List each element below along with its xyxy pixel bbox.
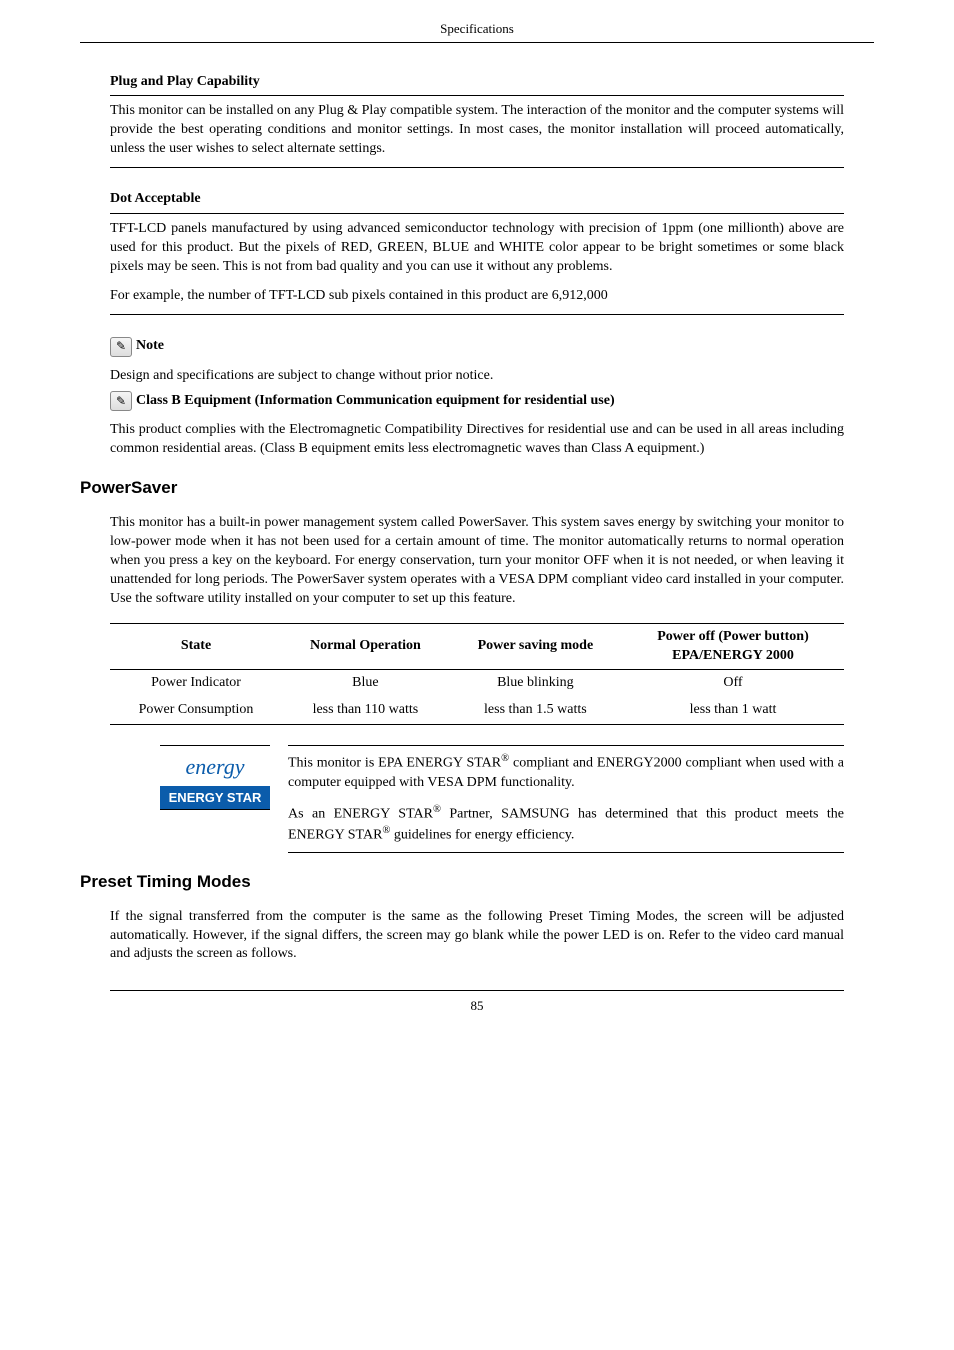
classb-title: Class B Equipment (Information Communica…: [136, 392, 615, 411]
th-state: State: [110, 623, 282, 670]
row1-c2: Blue blinking: [449, 670, 622, 697]
th-saving: Power saving mode: [449, 623, 622, 670]
th-off: Power off (Power button) EPA/ENERGY 2000: [622, 623, 844, 670]
energy-p2a: As an ENERGY STAR: [288, 806, 433, 821]
dot-body: TFT-LCD panels manufactured by using adv…: [110, 220, 844, 315]
energy-p1a: This monitor is EPA ENERGY STAR: [288, 756, 501, 771]
energy-star-logo: energy ENERGY STAR: [160, 745, 270, 810]
table-row: Power Consumption less than 110 watts le…: [110, 697, 844, 724]
note-label: Note: [136, 337, 164, 356]
energy-star-box: ENERGY STAR: [160, 786, 270, 810]
powersaver-title: PowerSaver: [80, 477, 874, 500]
energy-p2: As an ENERGY STAR® Partner, SAMSUNG has …: [288, 803, 844, 846]
power-table: State Normal Operation Power saving mode…: [110, 623, 844, 726]
row2-label: Power Consumption: [110, 697, 282, 724]
energy-p1: This monitor is EPA ENERGY STAR® complia…: [288, 752, 844, 792]
row1-c1: Blue: [282, 670, 449, 697]
note-icon: ✎: [110, 391, 132, 411]
dot-title: Dot Acceptable: [110, 190, 844, 214]
row2-c1: less than 110 watts: [282, 697, 449, 724]
reg-mark: ®: [501, 753, 509, 764]
powersaver-body: This monitor has a built-in power manage…: [110, 514, 844, 608]
row1-c3: Off: [622, 670, 844, 697]
energy-block: energy ENERGY STAR This monitor is EPA E…: [160, 745, 844, 853]
row1-label: Power Indicator: [110, 670, 282, 697]
th-normal: Normal Operation: [282, 623, 449, 670]
table-header-row: State Normal Operation Power saving mode…: [110, 623, 844, 670]
page-header: Specifications: [80, 20, 874, 43]
preset-body: If the signal transferred from the compu…: [110, 908, 844, 965]
page-number: 85: [110, 990, 844, 1015]
row2-c3: less than 1 watt: [622, 697, 844, 724]
plug-title: Plug and Play Capability: [110, 73, 844, 97]
plug-body: This monitor can be installed on any Plu…: [110, 102, 844, 168]
row2-c2: less than 1.5 watts: [449, 697, 622, 724]
dot-block: Dot Acceptable TFT-LCD panels manufactur…: [110, 190, 844, 314]
energy-text: This monitor is EPA ENERGY STAR® complia…: [288, 745, 844, 853]
plug-block: Plug and Play Capability This monitor ca…: [110, 73, 844, 169]
dot-body-1: TFT-LCD panels manufactured by using adv…: [110, 220, 844, 277]
preset-title: Preset Timing Modes: [80, 871, 874, 894]
reg-mark: ®: [433, 804, 441, 815]
th-off-2: EPA/ENERGY 2000: [672, 648, 794, 663]
classb-body: This product complies with the Electroma…: [110, 421, 844, 459]
energy-p2c: guidelines for energy efficiency.: [390, 828, 574, 843]
dot-body-2: For example, the number of TFT-LCD sub p…: [110, 287, 844, 306]
design-line: Design and specifications are subject to…: [110, 367, 844, 386]
note-row: ✎ Note: [110, 337, 874, 357]
table-row: Power Indicator Blue Blue blinking Off: [110, 670, 844, 697]
energy-swirl: energy: [160, 752, 270, 782]
note-icon: ✎: [110, 337, 132, 357]
classb-row: ✎ Class B Equipment (Information Communi…: [110, 391, 844, 411]
th-off-1: Power off (Power button): [657, 629, 809, 644]
